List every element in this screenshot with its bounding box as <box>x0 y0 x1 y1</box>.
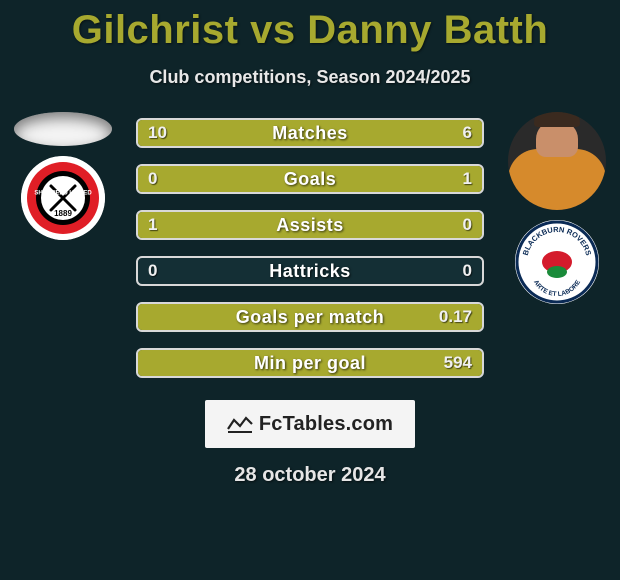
player-left-club-badge: SHEFFIELD UNITED 1889 <box>21 156 105 240</box>
chart-icon <box>227 415 253 433</box>
sheffield-united-badge-icon: SHEFFIELD UNITED 1889 <box>21 156 105 240</box>
blackburn-rovers-badge-icon: BLACKBURN ROVERS ARTE ET LABORE <box>515 220 599 304</box>
subtitle: Club competitions, Season 2024/2025 <box>0 67 620 88</box>
date: 28 october 2024 <box>0 464 620 487</box>
page-title: Gilchrist vs Danny Batth <box>0 0 620 53</box>
stat-label: Matches <box>138 120 482 146</box>
stat-bar: 0.17Goals per match <box>136 302 484 332</box>
player-right-column: BLACKBURN ROVERS ARTE ET LABORE <box>502 112 612 304</box>
site-name: FcTables.com <box>259 413 393 436</box>
stat-label: Assists <box>138 212 482 238</box>
stat-bar: 01Goals <box>136 164 484 194</box>
stat-bar: 106Matches <box>136 118 484 148</box>
svg-text:SHEFFIELD UNITED: SHEFFIELD UNITED <box>34 191 92 197</box>
stat-label: Goals per match <box>138 304 482 330</box>
stat-bar: 10Assists <box>136 210 484 240</box>
player-right-club-badge: BLACKBURN ROVERS ARTE ET LABORE <box>515 220 599 304</box>
stat-label: Min per goal <box>138 350 482 376</box>
stat-label: Goals <box>138 166 482 192</box>
site-badge: FcTables.com <box>205 400 415 448</box>
player-right-avatar <box>508 112 606 210</box>
player-left-column: SHEFFIELD UNITED 1889 <box>8 112 118 240</box>
stat-bar: 594Min per goal <box>136 348 484 378</box>
player-left-avatar-placeholder <box>14 112 112 146</box>
svg-text:1889: 1889 <box>54 209 72 218</box>
stat-label: Hattricks <box>138 258 482 284</box>
stats-bars: 106Matches 01Goals 10Assists 00Hattricks 0.1… <box>136 118 484 378</box>
stat-bar: 00Hattricks <box>136 256 484 286</box>
